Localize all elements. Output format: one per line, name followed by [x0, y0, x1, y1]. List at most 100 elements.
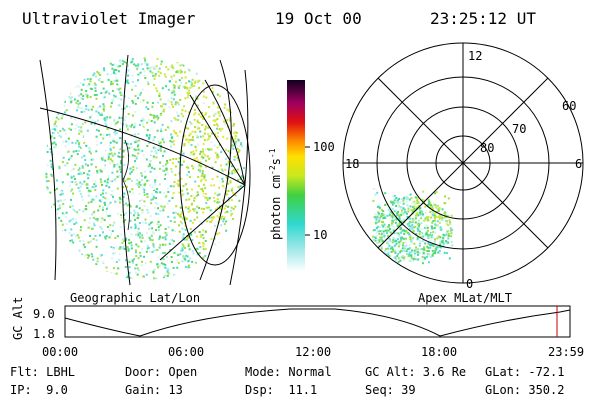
speckle: [236, 154, 239, 157]
speckle: [108, 236, 111, 239]
speckle: [53, 137, 56, 140]
speckle: [150, 234, 153, 237]
speckle: [435, 246, 438, 249]
speckle: [166, 161, 169, 164]
speckle: [165, 255, 168, 258]
speckle: [122, 277, 125, 280]
speckle: [53, 94, 56, 97]
speckle: [107, 215, 110, 217]
speckle: [176, 61, 179, 64]
speckle: [132, 89, 135, 92]
speckle: [79, 276, 81, 279]
speckle: [170, 120, 173, 123]
speckle: [398, 197, 401, 200]
speckle: [72, 168, 75, 170]
speckle: [49, 186, 52, 189]
speckle: [72, 272, 75, 275]
speckle: [95, 245, 98, 248]
speckle: [182, 233, 185, 236]
speckle: [228, 118, 231, 121]
speckle: [447, 233, 450, 236]
speckle: [124, 212, 127, 215]
speckle: [63, 90, 66, 92]
speckle: [60, 72, 63, 75]
speckle: [81, 135, 84, 137]
speckle: [126, 275, 129, 278]
speckle: [115, 69, 118, 71]
speckle: [122, 277, 125, 280]
footer-field: GLat: -72.1: [485, 365, 564, 379]
speckle: [145, 106, 148, 109]
speckle: [217, 265, 220, 268]
speckle: [120, 101, 123, 104]
speckle: [104, 149, 107, 152]
speckle: [177, 187, 179, 190]
speckle: [230, 214, 232, 217]
speckle: [200, 207, 203, 210]
speckle: [52, 58, 55, 61]
speckle: [399, 259, 402, 262]
speckle: [201, 170, 204, 173]
speckle: [412, 206, 415, 208]
speckle: [394, 256, 397, 259]
speckle: [164, 103, 167, 106]
speckle: [242, 255, 245, 258]
speckle: [236, 256, 239, 258]
speckle: [93, 62, 96, 65]
speckle: [100, 157, 103, 160]
speckle: [187, 266, 190, 269]
speckle: [137, 81, 140, 84]
speckle: [130, 142, 133, 145]
speckle: [176, 269, 179, 272]
speckle: [418, 237, 421, 240]
speckle: [437, 216, 440, 219]
speckle: [149, 67, 152, 70]
speckle: [134, 133, 136, 136]
speckle: [170, 133, 173, 136]
speckle: [72, 241, 75, 244]
speckle: [234, 205, 237, 208]
speckle: [82, 122, 84, 125]
speckle: [427, 254, 430, 257]
speckle: [205, 125, 207, 128]
speckle: [77, 251, 80, 254]
speckle: [191, 250, 194, 252]
speckle: [199, 150, 202, 153]
speckle: [220, 269, 223, 271]
speckle: [134, 102, 137, 105]
speckle: [138, 181, 141, 184]
speckle: [401, 247, 404, 250]
speckle: [90, 122, 93, 125]
speckle: [438, 218, 441, 221]
speckle: [127, 210, 130, 213]
speckle: [74, 87, 77, 90]
speckle: [236, 260, 239, 263]
speckle: [439, 226, 442, 229]
speckle: [173, 216, 176, 219]
speckle: [146, 179, 149, 182]
speckle: [89, 217, 92, 220]
speckle: [101, 192, 104, 195]
speckle: [134, 226, 137, 229]
x-label: 00:00: [42, 345, 78, 359]
speckle: [66, 192, 69, 195]
speckle: [213, 69, 216, 72]
speckle: [106, 178, 109, 181]
speckle: [223, 186, 226, 189]
speckle: [199, 170, 202, 173]
speckle: [237, 215, 240, 218]
speckle: [47, 262, 50, 265]
speckle: [216, 135, 219, 138]
speckle: [242, 167, 245, 170]
speckle: [423, 246, 425, 249]
speckle: [70, 123, 73, 126]
speckle: [214, 79, 217, 82]
speckle: [424, 257, 427, 260]
speckle: [426, 253, 429, 256]
speckle: [207, 206, 210, 209]
speckle: [217, 274, 220, 277]
speckle: [143, 195, 146, 198]
speckle: [105, 90, 108, 93]
speckle: [234, 66, 237, 69]
speckle: [155, 212, 158, 215]
